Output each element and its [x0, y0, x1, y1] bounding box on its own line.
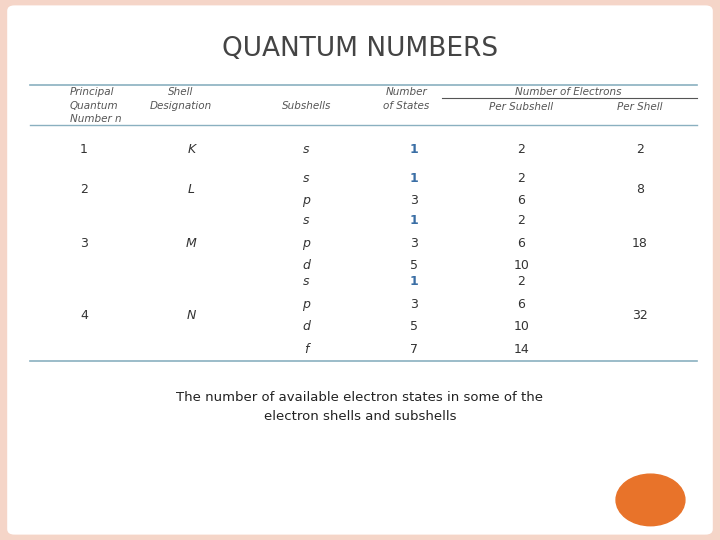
Text: s: s: [303, 172, 310, 185]
Text: 1: 1: [410, 172, 418, 185]
Text: L: L: [188, 183, 195, 196]
Text: p: p: [302, 298, 310, 311]
Text: 2: 2: [518, 143, 526, 156]
Text: Number
of States: Number of States: [384, 87, 430, 111]
Text: 2: 2: [80, 183, 88, 196]
Text: 1: 1: [80, 143, 88, 156]
Text: 8: 8: [636, 183, 644, 196]
Text: 6: 6: [518, 237, 526, 249]
Text: 5: 5: [410, 320, 418, 333]
Text: p: p: [302, 237, 310, 249]
Text: 7: 7: [410, 343, 418, 356]
Circle shape: [616, 474, 685, 526]
Text: M: M: [186, 237, 197, 249]
Text: Shell
Designation: Shell Designation: [150, 87, 212, 111]
Text: N: N: [186, 309, 196, 322]
Text: s: s: [303, 214, 310, 227]
Text: 14: 14: [513, 343, 529, 356]
Text: 10: 10: [513, 259, 529, 272]
Text: Subshells: Subshells: [282, 101, 331, 111]
Text: s: s: [303, 143, 310, 156]
Text: 10: 10: [513, 320, 529, 333]
Text: QUANTUM NUMBERS: QUANTUM NUMBERS: [222, 36, 498, 62]
Text: 6: 6: [518, 194, 526, 207]
Text: Principal
Quantum
Number n: Principal Quantum Number n: [70, 87, 121, 124]
Text: 3: 3: [410, 298, 418, 311]
Text: 1: 1: [410, 275, 418, 288]
Text: Number of Electrons: Number of Electrons: [515, 87, 621, 97]
Text: The number of available electron states in some of the
electron shells and subsh: The number of available electron states …: [176, 391, 544, 423]
Text: 2: 2: [518, 214, 526, 227]
Text: K: K: [187, 143, 196, 156]
Text: d: d: [302, 320, 310, 333]
Text: 32: 32: [632, 309, 647, 322]
Text: 6: 6: [518, 298, 526, 311]
Text: f: f: [304, 343, 308, 356]
Text: Per Subshell: Per Subshell: [490, 102, 554, 112]
Text: s: s: [303, 275, 310, 288]
Text: 4: 4: [80, 309, 88, 322]
Text: 1: 1: [410, 214, 418, 227]
Text: 2: 2: [518, 172, 526, 185]
Text: p: p: [302, 194, 310, 207]
Text: 3: 3: [80, 237, 88, 249]
Text: Per Shell: Per Shell: [617, 102, 662, 112]
Text: 2: 2: [636, 143, 644, 156]
Text: 2: 2: [518, 275, 526, 288]
Text: 1: 1: [410, 143, 418, 156]
Text: 3: 3: [410, 237, 418, 249]
Text: 3: 3: [410, 194, 418, 207]
Text: 18: 18: [631, 237, 648, 249]
Text: 5: 5: [410, 259, 418, 272]
Text: d: d: [302, 259, 310, 272]
